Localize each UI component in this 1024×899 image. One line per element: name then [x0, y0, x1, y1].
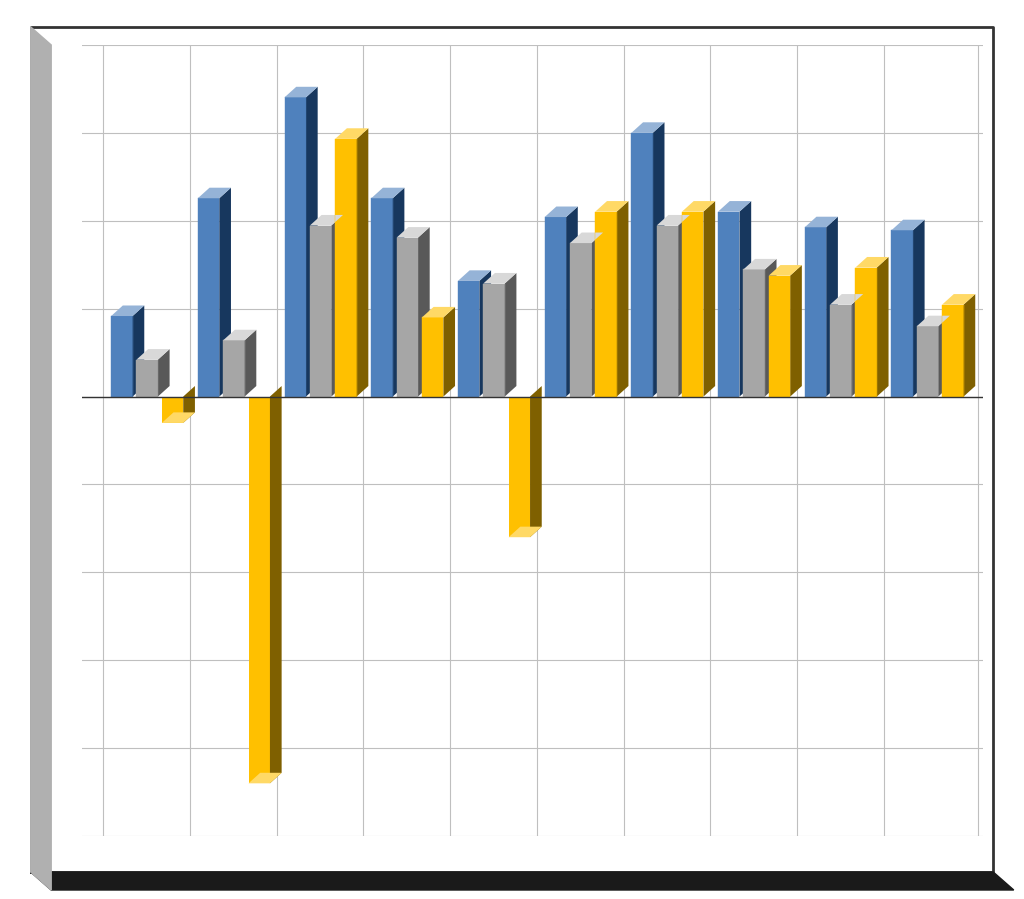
Polygon shape — [112, 316, 132, 396]
Polygon shape — [183, 386, 195, 423]
Polygon shape — [570, 233, 603, 243]
Polygon shape — [458, 271, 492, 280]
Polygon shape — [270, 386, 282, 783]
Polygon shape — [743, 270, 765, 396]
Polygon shape — [855, 257, 889, 268]
Polygon shape — [570, 243, 592, 396]
Polygon shape — [632, 133, 652, 396]
Polygon shape — [223, 341, 245, 396]
Polygon shape — [310, 226, 332, 396]
Polygon shape — [916, 316, 950, 326]
Polygon shape — [505, 273, 516, 396]
Polygon shape — [136, 349, 170, 360]
Polygon shape — [422, 317, 443, 396]
Polygon shape — [335, 138, 356, 396]
Polygon shape — [162, 396, 183, 423]
Polygon shape — [219, 188, 231, 396]
Polygon shape — [656, 215, 690, 226]
Polygon shape — [545, 207, 578, 217]
Polygon shape — [479, 271, 492, 396]
Polygon shape — [791, 265, 802, 396]
Polygon shape — [616, 201, 629, 396]
Polygon shape — [136, 360, 158, 396]
Polygon shape — [509, 527, 542, 538]
Polygon shape — [739, 201, 752, 396]
Polygon shape — [483, 283, 505, 396]
Polygon shape — [566, 207, 578, 396]
Polygon shape — [718, 211, 739, 396]
Polygon shape — [162, 413, 195, 423]
Polygon shape — [592, 233, 603, 396]
Polygon shape — [855, 268, 877, 396]
Polygon shape — [964, 294, 975, 396]
Polygon shape — [938, 316, 950, 396]
Polygon shape — [892, 219, 925, 230]
Polygon shape — [942, 294, 975, 305]
Polygon shape — [678, 215, 690, 396]
Polygon shape — [332, 215, 343, 396]
Polygon shape — [595, 201, 629, 211]
Polygon shape — [285, 97, 306, 396]
Polygon shape — [703, 201, 715, 396]
Polygon shape — [372, 199, 392, 396]
Polygon shape — [198, 199, 219, 396]
Polygon shape — [285, 87, 317, 97]
Polygon shape — [830, 294, 863, 305]
Polygon shape — [335, 129, 369, 138]
Polygon shape — [392, 188, 404, 396]
Polygon shape — [632, 122, 665, 133]
Polygon shape — [830, 305, 852, 396]
Polygon shape — [682, 201, 715, 211]
Polygon shape — [656, 226, 678, 396]
Polygon shape — [826, 217, 838, 396]
Polygon shape — [112, 306, 144, 316]
Polygon shape — [443, 307, 455, 396]
Polygon shape — [892, 230, 913, 396]
Polygon shape — [396, 227, 430, 237]
Polygon shape — [942, 305, 964, 396]
Polygon shape — [509, 396, 530, 538]
Polygon shape — [223, 330, 256, 341]
Polygon shape — [245, 330, 256, 396]
Polygon shape — [483, 273, 516, 283]
Polygon shape — [743, 259, 776, 270]
Polygon shape — [545, 217, 566, 396]
Polygon shape — [306, 87, 317, 396]
Polygon shape — [418, 227, 430, 396]
Polygon shape — [769, 265, 802, 276]
Polygon shape — [372, 188, 404, 199]
Polygon shape — [249, 396, 270, 783]
Polygon shape — [718, 201, 752, 211]
Polygon shape — [132, 306, 144, 396]
Polygon shape — [422, 307, 455, 317]
Polygon shape — [31, 27, 51, 890]
Polygon shape — [877, 257, 889, 396]
Polygon shape — [652, 122, 665, 396]
Polygon shape — [765, 259, 776, 396]
Polygon shape — [913, 219, 925, 396]
Polygon shape — [805, 227, 826, 396]
Polygon shape — [916, 326, 938, 396]
Polygon shape — [310, 215, 343, 226]
Polygon shape — [458, 280, 479, 396]
Polygon shape — [158, 349, 170, 396]
Polygon shape — [682, 211, 703, 396]
Polygon shape — [396, 237, 418, 396]
Polygon shape — [769, 276, 791, 396]
Polygon shape — [805, 217, 838, 227]
Polygon shape — [31, 872, 1014, 890]
Polygon shape — [198, 188, 231, 199]
Polygon shape — [249, 773, 282, 783]
Polygon shape — [530, 386, 542, 538]
Polygon shape — [356, 129, 369, 396]
Polygon shape — [852, 294, 863, 396]
Polygon shape — [595, 211, 616, 396]
